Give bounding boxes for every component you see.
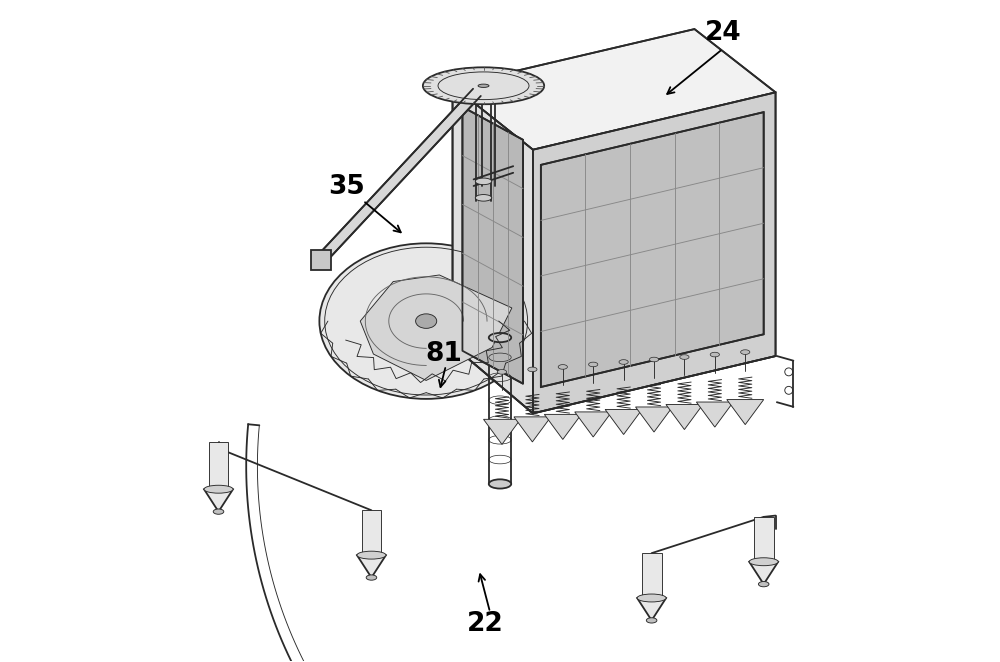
- Text: 35: 35: [329, 174, 365, 201]
- Text: 81: 81: [426, 341, 462, 367]
- Ellipse shape: [416, 314, 437, 328]
- Polygon shape: [462, 107, 523, 384]
- Ellipse shape: [649, 357, 659, 362]
- Polygon shape: [575, 412, 612, 437]
- Ellipse shape: [741, 350, 750, 354]
- Polygon shape: [749, 562, 778, 584]
- Ellipse shape: [749, 558, 778, 566]
- Ellipse shape: [589, 362, 598, 367]
- Ellipse shape: [366, 575, 377, 580]
- Polygon shape: [311, 250, 331, 269]
- Ellipse shape: [710, 352, 719, 357]
- Text: 24: 24: [705, 20, 741, 46]
- Ellipse shape: [637, 594, 666, 602]
- Polygon shape: [533, 93, 776, 413]
- Ellipse shape: [758, 581, 769, 587]
- Ellipse shape: [497, 369, 507, 374]
- Polygon shape: [484, 419, 520, 444]
- Ellipse shape: [478, 84, 489, 87]
- Polygon shape: [357, 555, 386, 577]
- Polygon shape: [754, 517, 774, 562]
- Polygon shape: [453, 29, 776, 150]
- Ellipse shape: [528, 367, 537, 371]
- Ellipse shape: [680, 355, 689, 359]
- Polygon shape: [696, 402, 733, 427]
- Polygon shape: [360, 275, 512, 381]
- Ellipse shape: [475, 195, 492, 201]
- Polygon shape: [514, 417, 551, 442]
- Polygon shape: [605, 410, 642, 434]
- Polygon shape: [544, 414, 581, 440]
- Polygon shape: [637, 598, 666, 620]
- Ellipse shape: [489, 333, 511, 342]
- Text: 22: 22: [467, 611, 504, 638]
- Polygon shape: [541, 112, 764, 387]
- Ellipse shape: [646, 618, 657, 623]
- Polygon shape: [636, 407, 672, 432]
- Ellipse shape: [204, 485, 233, 493]
- Polygon shape: [362, 510, 381, 555]
- Polygon shape: [453, 86, 533, 413]
- Ellipse shape: [619, 359, 628, 364]
- Ellipse shape: [489, 479, 511, 489]
- Ellipse shape: [213, 509, 224, 514]
- Ellipse shape: [423, 68, 544, 104]
- Ellipse shape: [357, 551, 386, 559]
- Ellipse shape: [475, 178, 492, 185]
- Ellipse shape: [558, 365, 567, 369]
- Polygon shape: [642, 553, 662, 598]
- Polygon shape: [317, 89, 481, 263]
- Polygon shape: [204, 489, 233, 512]
- Polygon shape: [666, 404, 703, 430]
- Ellipse shape: [319, 244, 533, 399]
- Polygon shape: [727, 400, 764, 424]
- Polygon shape: [209, 442, 228, 489]
